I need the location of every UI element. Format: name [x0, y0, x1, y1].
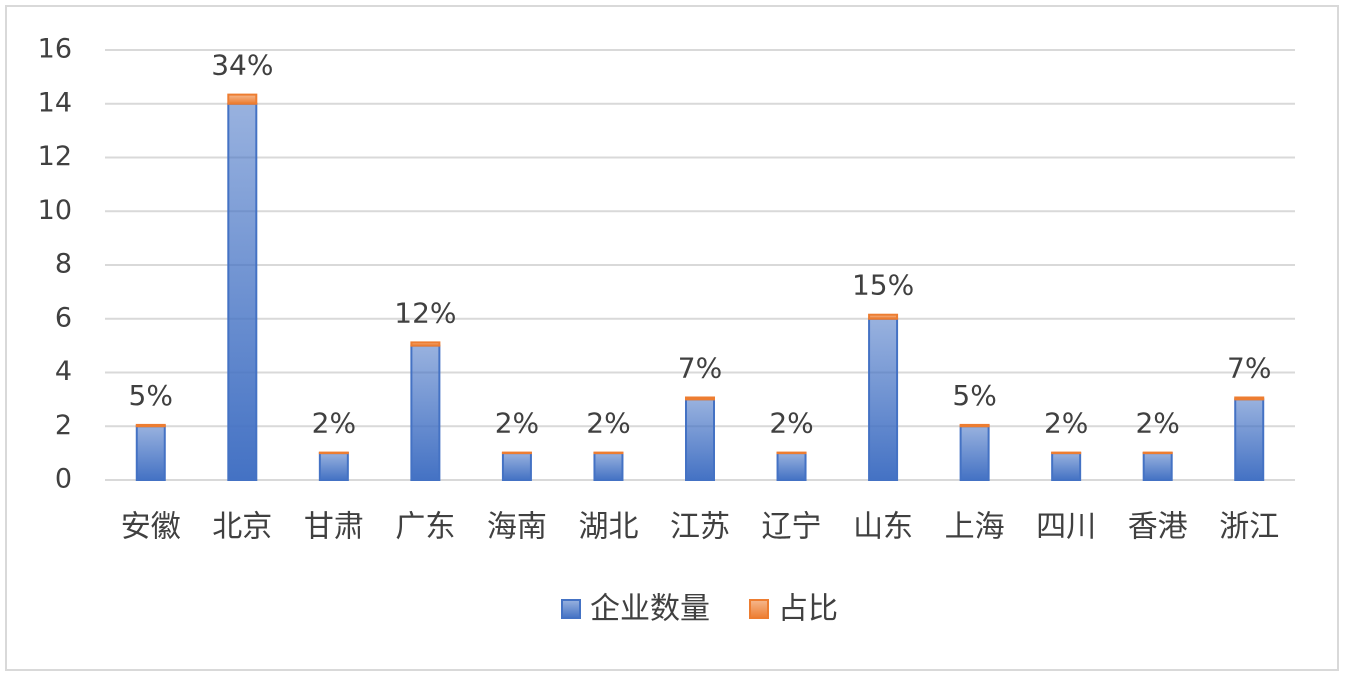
bar-segment — [776, 452, 807, 481]
x-tick-label: 浙江 — [1219, 510, 1279, 545]
y-tick-label: 16 — [38, 34, 72, 65]
bar-segment — [685, 398, 715, 481]
data-label: 12% — [394, 296, 456, 329]
data-label: 2% — [769, 407, 813, 440]
x-tick-label: 湖北 — [578, 510, 638, 545]
bar-segment — [227, 102, 258, 481]
legend-swatch — [561, 599, 581, 619]
x-tick-label: 香港 — [1128, 510, 1188, 545]
bar-segment — [959, 423, 990, 428]
data-label: 2% — [1044, 407, 1088, 440]
bar-segment — [776, 451, 807, 455]
bar-segment — [685, 396, 715, 401]
y-tick-label: 12 — [38, 141, 72, 172]
data-label: 5% — [952, 379, 996, 412]
x-tick-label: 山东 — [853, 510, 913, 545]
x-tick-label: 上海 — [945, 510, 1005, 545]
bar-segment — [227, 93, 258, 105]
x-tick-label: 海南 — [487, 510, 547, 545]
bar-segment — [868, 313, 899, 320]
bar-segment — [135, 425, 166, 481]
bar-segment — [1142, 452, 1173, 481]
bar-segment — [135, 423, 166, 428]
bar-segment — [1051, 452, 1082, 481]
x-tick-label: 北京 — [212, 510, 272, 545]
data-label: 2% — [495, 407, 539, 440]
y-tick-label: 8 — [55, 249, 72, 280]
bar-segment — [1142, 451, 1173, 455]
legend-label: 占比 — [778, 592, 838, 627]
data-label: 7% — [1227, 351, 1271, 384]
x-tick-label: 四川 — [1036, 510, 1096, 545]
data-label: 2% — [312, 407, 356, 440]
bar-segment — [318, 451, 349, 455]
y-tick-label: 2 — [55, 410, 72, 441]
bar-segment — [868, 317, 899, 481]
data-label: 2% — [586, 407, 630, 440]
bar-segment — [501, 452, 532, 481]
bar-segment — [959, 425, 990, 481]
chart-border — [5, 5, 1339, 671]
bar-segment — [593, 452, 624, 481]
data-label: 15% — [852, 269, 914, 302]
data-label: 2% — [1135, 407, 1179, 440]
bar-segment — [593, 451, 624, 455]
data-label: 34% — [211, 49, 273, 82]
y-tick-label: 4 — [55, 356, 72, 387]
bar-segment — [1051, 451, 1082, 455]
x-tick-label: 广东 — [395, 510, 455, 545]
x-tick-label: 江苏 — [670, 510, 730, 545]
bar-segment — [501, 451, 532, 455]
bar-segment — [410, 344, 441, 481]
y-tick-label: 6 — [55, 302, 72, 333]
x-tick-label: 安徽 — [121, 510, 181, 545]
legend-swatch — [749, 599, 769, 619]
legend-label: 企业数量 — [590, 592, 710, 627]
bar-segment — [1234, 396, 1265, 401]
bar-segment — [1234, 398, 1265, 481]
y-tick-label: 0 — [55, 464, 72, 495]
data-label: 7% — [678, 351, 722, 384]
y-tick-label: 14 — [38, 87, 72, 118]
bar-segment — [318, 452, 349, 481]
y-tick-label: 10 — [38, 195, 72, 226]
x-tick-label: 辽宁 — [762, 510, 822, 545]
data-label: 5% — [129, 379, 173, 412]
x-tick-label: 甘肃 — [304, 510, 364, 545]
bar-segment — [410, 341, 441, 347]
